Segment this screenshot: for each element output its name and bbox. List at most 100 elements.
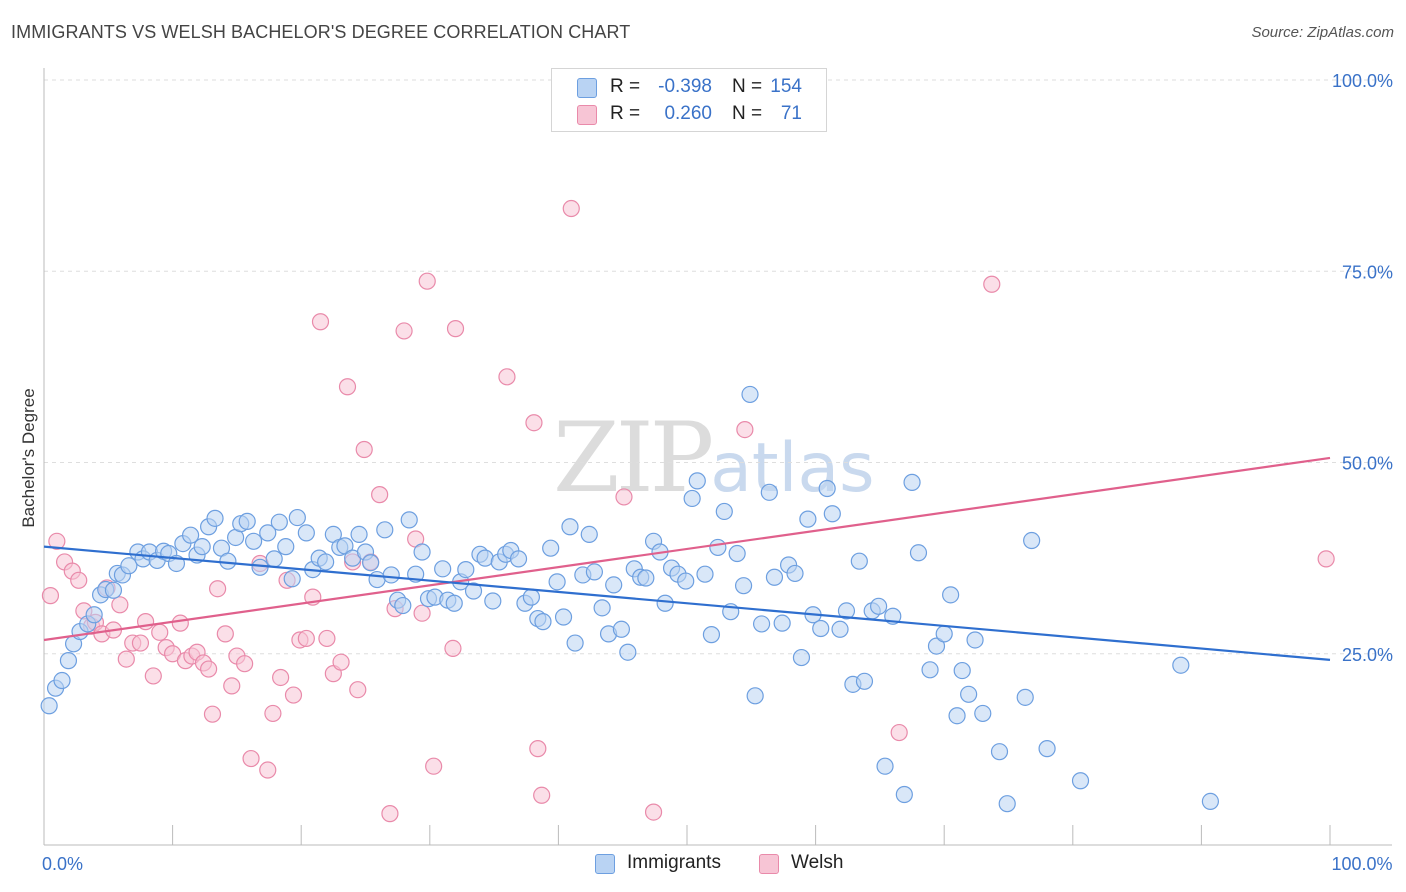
immigrants-point	[709, 538, 727, 557]
welsh-point	[297, 629, 315, 648]
immigrants-point	[855, 672, 874, 690]
immigrants-point	[251, 558, 269, 576]
immigrants-point	[457, 560, 475, 579]
immigrants-point	[265, 550, 283, 568]
immigrants-point	[818, 479, 836, 498]
immigrants-point	[476, 549, 494, 567]
immigrants-point	[812, 619, 830, 638]
immigrants-point	[522, 588, 540, 606]
immigrants-point	[40, 697, 58, 715]
welsh-swatch	[759, 854, 779, 874]
immigrants-point	[715, 502, 733, 521]
immigrants-point	[637, 569, 655, 587]
welsh-point	[223, 677, 241, 695]
welsh-point	[216, 625, 234, 643]
immigrants-point	[935, 625, 953, 643]
welsh-point	[890, 723, 908, 742]
immigrants-point	[765, 568, 784, 586]
correlation-legend: R = -0.398 N = 154 R = 0.260 N = 71	[551, 68, 827, 132]
immigrants-point	[837, 602, 856, 620]
welsh-point	[1317, 550, 1335, 568]
legend-row-immigrants: R = -0.398 N = 154	[552, 73, 826, 101]
r-value: -0.398	[658, 76, 712, 97]
immigrants-point	[593, 599, 611, 617]
immigrants-point	[909, 544, 928, 562]
immigrants-point	[464, 582, 483, 600]
immigrants-point	[990, 743, 1009, 761]
immigrants-point	[561, 518, 579, 536]
immigrants-point	[927, 637, 946, 655]
immigrants-point	[683, 489, 701, 508]
r-label: R =	[610, 76, 641, 97]
x-tick-label: 0.0%	[42, 854, 83, 874]
immigrants-point	[283, 570, 301, 588]
immigrants-point	[542, 539, 560, 557]
y-tick-label: 50.0%	[1342, 454, 1393, 474]
immigrants-point	[270, 513, 288, 531]
immigrants-point	[534, 613, 552, 631]
n-value: 71	[780, 103, 802, 124]
immigrants-point	[921, 661, 939, 679]
welsh-point	[525, 414, 543, 432]
immigrants-point	[752, 615, 771, 633]
welsh-point	[736, 421, 754, 439]
welsh-point	[349, 681, 367, 699]
immigrants-point	[219, 552, 237, 570]
welsh-point	[151, 623, 169, 641]
immigrants-point	[277, 538, 295, 556]
welsh-points	[41, 199, 1335, 823]
immigrants-swatch	[595, 854, 615, 874]
immigrants-point	[746, 687, 764, 705]
immigrants-point	[974, 704, 992, 723]
immigrants-point	[741, 385, 759, 404]
welsh-point	[529, 740, 547, 758]
immigrants-point	[182, 526, 200, 544]
immigrants-point	[368, 570, 386, 589]
immigrants-point	[702, 626, 721, 644]
immigrants-point	[966, 631, 984, 649]
immigrants-point	[831, 620, 849, 638]
immigrants-point	[394, 596, 412, 615]
immigrants-point	[548, 573, 566, 591]
immigrants-point	[288, 508, 306, 527]
welsh-point	[111, 596, 129, 614]
immigrants-point	[120, 557, 138, 575]
immigrants-points	[40, 385, 1220, 813]
welsh-point	[446, 320, 465, 338]
immigrants-point	[953, 661, 971, 680]
welsh-point	[203, 705, 222, 723]
immigrants-point	[895, 785, 913, 804]
axes	[43, 68, 1392, 846]
immigrants-point	[942, 586, 960, 604]
welsh-point	[355, 440, 373, 459]
welsh-point	[48, 532, 66, 550]
welsh-point	[418, 272, 436, 290]
welsh-swatch	[577, 105, 597, 125]
grid-lines	[44, 79, 1392, 655]
immigrants-point	[998, 795, 1016, 813]
immigrants-point	[445, 594, 463, 612]
immigrants-point	[206, 509, 224, 527]
immigrants-point	[1016, 688, 1034, 706]
welsh-point	[70, 571, 88, 589]
welsh-point	[264, 704, 282, 723]
immigrants-point	[484, 592, 502, 610]
welsh-point	[131, 634, 150, 652]
welsh-point	[311, 313, 330, 331]
welsh-trend-line	[43, 456, 1331, 642]
y-tick-label: 25.0%	[1342, 645, 1393, 665]
welsh-point	[41, 587, 60, 605]
immigrants-point	[376, 521, 394, 539]
immigrants-point	[434, 560, 452, 578]
n-value: 154	[770, 76, 802, 97]
welsh-point	[236, 655, 254, 673]
immigrants-point	[677, 572, 695, 590]
welsh-point	[498, 368, 516, 386]
immigrants-point	[509, 550, 528, 568]
immigrants-point	[554, 608, 573, 626]
immigrants-point	[566, 634, 584, 652]
immigrants-point	[1038, 740, 1056, 758]
r-value: 0.260	[664, 103, 712, 124]
chart-title: IMMIGRANTS VS WELSH BACHELOR'S DEGREE CO…	[11, 22, 631, 42]
